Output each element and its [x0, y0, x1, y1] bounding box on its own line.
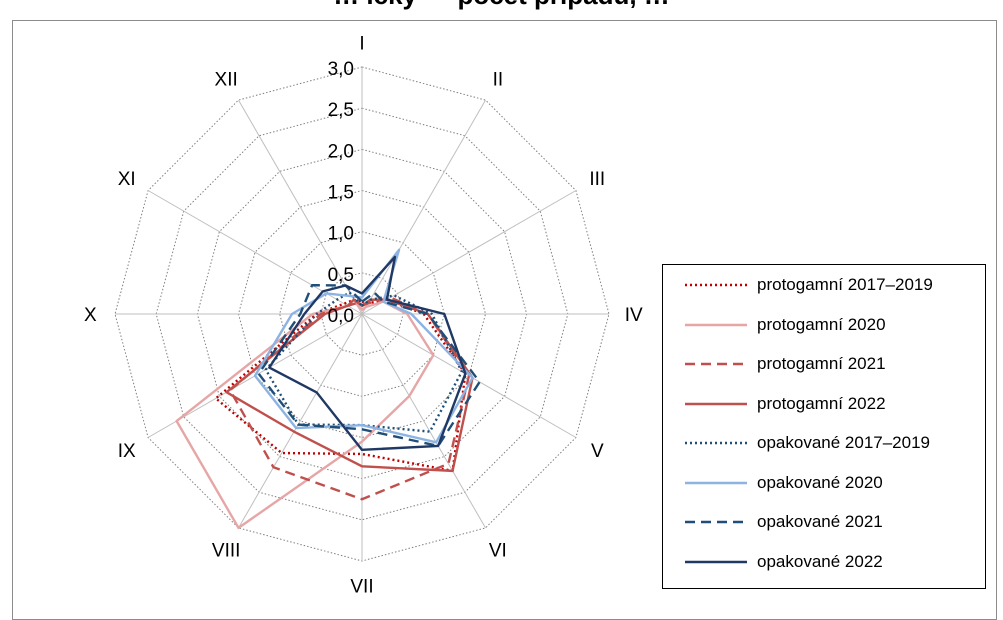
- radial-tick-label: 2,0: [328, 141, 354, 162]
- legend-swatch: [685, 560, 747, 563]
- series-line-7: [257, 283, 481, 448]
- series-line-5: [264, 291, 464, 433]
- series-line-8: [268, 255, 467, 452]
- legend-label: opakované 2021: [757, 512, 883, 531]
- series-line-6: [253, 248, 474, 444]
- legend-swatch: [685, 441, 747, 445]
- legend-swatch: [685, 283, 747, 287]
- axis-spoke-III: [361, 190, 577, 315]
- radial-tick-label: 0,0: [328, 306, 354, 327]
- legend-swatch: [685, 402, 747, 405]
- legend-swatch: [685, 520, 747, 524]
- category-label-X: X: [84, 305, 97, 326]
- category-label-XI: XI: [118, 169, 136, 190]
- radial-tick-label: 1,5: [328, 183, 354, 204]
- legend-item: protogamní 2021: [685, 349, 886, 379]
- category-label-VI: VI: [489, 540, 507, 561]
- category-label-VIII: VIII: [212, 540, 241, 561]
- axis-spoke-XI: [147, 190, 363, 315]
- legend-swatch: [685, 323, 747, 326]
- legend-label: opakované 2020: [757, 472, 883, 492]
- legend-label: protogamní 2022: [757, 393, 886, 413]
- legend-item: opakované 2020: [685, 468, 883, 498]
- category-label-XII: XII: [215, 70, 238, 91]
- radar-chart: 0,00,51,01,52,02,53,0IIIIIIIVVVIVIIVIIII…: [84, 33, 643, 598]
- radial-tick-label: 1,0: [328, 224, 354, 245]
- series-line-2: [175, 300, 435, 530]
- category-label-V: V: [591, 441, 604, 462]
- legend-item: opakované 2022: [685, 547, 883, 577]
- legend-item: protogamní 2022: [685, 389, 886, 419]
- legend-swatch: [685, 481, 747, 484]
- legend-item: opakované 2017–2019: [685, 428, 930, 458]
- axis-spoke-VI: [361, 313, 486, 529]
- category-label-II: II: [493, 70, 504, 91]
- axis-spoke-XII: [238, 99, 363, 315]
- legend-item: protogamní 2020: [685, 310, 886, 340]
- radial-tick-label: 2,5: [328, 100, 354, 121]
- legend-item: opakované 2021: [685, 507, 883, 537]
- category-label-IV: IV: [625, 305, 643, 326]
- axis-spoke-VIII: [238, 313, 363, 529]
- legend-label: protogamní 2017–2019: [757, 275, 933, 294]
- legend-swatch: [685, 362, 747, 366]
- category-label-IX: IX: [118, 441, 136, 462]
- category-label-I: I: [359, 33, 364, 54]
- category-label-VII: VII: [350, 577, 373, 598]
- legend-label: opakované 2017–2019: [757, 433, 930, 452]
- category-label-III: III: [589, 169, 605, 190]
- legend-item: protogamní 2017–2019: [685, 270, 933, 300]
- legend-label: protogamní 2021: [757, 354, 886, 373]
- radial-tick-label: 0,5: [328, 265, 354, 286]
- legend-label: protogamní 2020: [757, 314, 886, 334]
- legend-label: opakované 2022: [757, 551, 883, 571]
- axis-spoke-II: [361, 99, 486, 315]
- chart-title: … ický — počet případů, …: [0, 0, 1003, 11]
- radial-tick-label: 3,0: [328, 59, 354, 80]
- chart-legend: protogamní 2017–2019 protogamní 2020 proto…: [662, 264, 986, 589]
